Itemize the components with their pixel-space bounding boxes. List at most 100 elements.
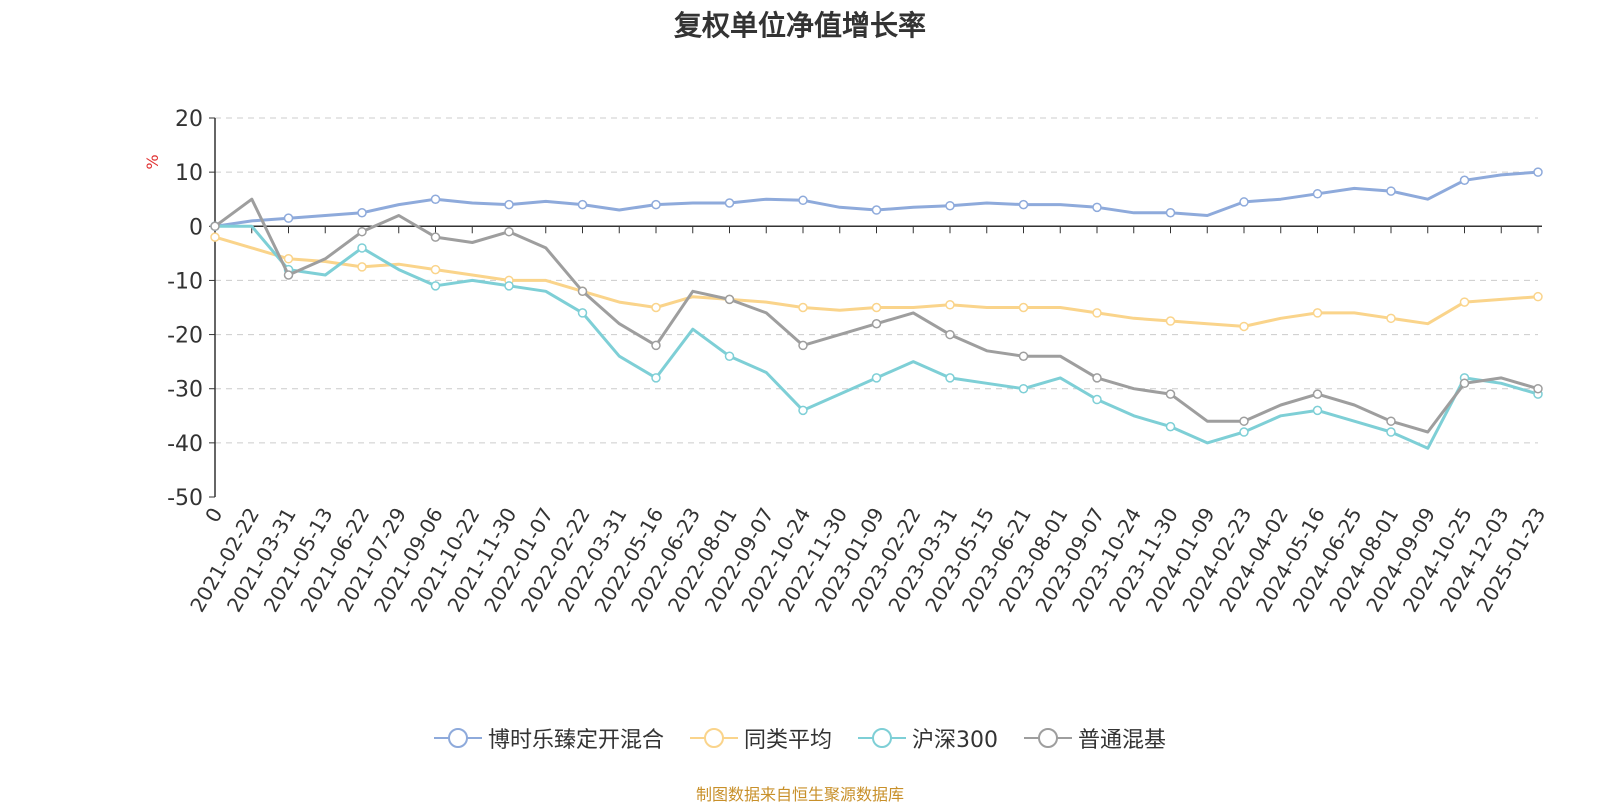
series-point bbox=[577, 199, 588, 210]
series-point bbox=[945, 300, 955, 310]
legend-label: 沪深300 bbox=[912, 728, 998, 753]
series-line bbox=[214, 235, 1539, 328]
series-point bbox=[283, 254, 294, 264]
series-point bbox=[871, 318, 882, 329]
series-point bbox=[871, 302, 882, 313]
tick-labels: 20100-10-20-30-40-50%02021-02-222021-03-… bbox=[143, 107, 1550, 616]
series-point bbox=[430, 281, 441, 291]
series-point bbox=[430, 194, 441, 204]
y-tick-label: -10 bbox=[167, 269, 203, 294]
series-point bbox=[283, 270, 294, 280]
series-point bbox=[651, 199, 661, 210]
series-point bbox=[871, 373, 882, 383]
series-point bbox=[1165, 421, 1176, 432]
series-point bbox=[724, 198, 735, 208]
legend-label: 博时乐臻定开混合 bbox=[487, 728, 664, 753]
legend-item[interactable]: 普通混基 bbox=[1024, 722, 1166, 754]
series-point bbox=[504, 199, 514, 210]
series-point bbox=[1312, 405, 1323, 416]
series-point bbox=[1459, 297, 1470, 307]
series-point bbox=[798, 195, 808, 206]
source-note: 制图数据来自恒生聚源数据库 bbox=[695, 785, 904, 804]
series-point bbox=[1239, 197, 1249, 207]
y-tick-label: 0 bbox=[189, 215, 203, 240]
series-point bbox=[1092, 373, 1102, 383]
series-point bbox=[357, 262, 367, 272]
series-point bbox=[1018, 199, 1029, 210]
series-point bbox=[1459, 378, 1470, 389]
y-axis-label: % bbox=[143, 154, 162, 169]
legend-swatch-icon bbox=[689, 728, 738, 748]
series-point bbox=[504, 281, 514, 291]
series-point bbox=[1533, 291, 1543, 302]
series-point bbox=[1386, 416, 1396, 426]
series-point bbox=[1312, 308, 1323, 318]
series-point bbox=[1018, 302, 1029, 313]
series-point bbox=[357, 243, 367, 253]
series-point bbox=[945, 373, 955, 383]
grid-lines bbox=[215, 117, 1538, 444]
series-point bbox=[1092, 308, 1102, 318]
series-point bbox=[430, 232, 441, 242]
series-line bbox=[214, 197, 1539, 434]
series-point bbox=[357, 208, 367, 218]
series-point bbox=[798, 340, 808, 351]
series-point bbox=[210, 221, 220, 232]
series-point bbox=[577, 286, 588, 297]
series-point bbox=[430, 264, 441, 275]
legend-swatch-icon bbox=[858, 728, 906, 748]
legend-item[interactable]: 沪深300 bbox=[858, 722, 998, 754]
legend-label: 普通混基 bbox=[1078, 728, 1167, 753]
series-point bbox=[1533, 383, 1543, 394]
chart-title: 复权单位净值增长率 bbox=[673, 9, 926, 42]
series-line bbox=[215, 224, 1539, 450]
series-point bbox=[504, 226, 514, 237]
series-point bbox=[1239, 416, 1249, 426]
series-point bbox=[651, 340, 661, 351]
series-point bbox=[1312, 189, 1323, 199]
series-point bbox=[1239, 427, 1249, 437]
series-line bbox=[214, 170, 1539, 228]
series-point bbox=[357, 226, 367, 237]
series-point bbox=[1239, 321, 1249, 332]
series-point bbox=[1092, 202, 1102, 213]
y-tick-label: -20 bbox=[167, 324, 203, 349]
series-point bbox=[1533, 167, 1543, 177]
legend-item[interactable]: 同类平均 bbox=[689, 722, 832, 754]
legend-swatch-icon bbox=[433, 728, 482, 748]
y-tick-label: 20 bbox=[175, 107, 203, 132]
x-tick-label: 0 bbox=[200, 504, 227, 527]
series-point bbox=[283, 213, 294, 223]
series-point bbox=[871, 205, 882, 215]
legend-item[interactable]: 博时乐臻定开混合 bbox=[433, 722, 664, 754]
series-point bbox=[1386, 313, 1396, 324]
series-point bbox=[724, 351, 735, 361]
series-point bbox=[1386, 427, 1396, 437]
legend-swatch-icon bbox=[1024, 728, 1072, 748]
legend-label: 同类平均 bbox=[743, 728, 832, 753]
series-point bbox=[1312, 389, 1323, 399]
series-point bbox=[1459, 175, 1470, 186]
y-tick-label: -40 bbox=[167, 432, 203, 457]
y-tick-label: -50 bbox=[167, 486, 203, 511]
series-point bbox=[724, 294, 735, 305]
series-point bbox=[1092, 394, 1102, 405]
series-point bbox=[1165, 389, 1176, 399]
series-point bbox=[1018, 383, 1029, 394]
series-point bbox=[210, 232, 220, 242]
y-tick-label: -30 bbox=[167, 378, 203, 403]
series-point bbox=[1165, 208, 1176, 218]
series-point bbox=[1386, 186, 1396, 196]
series-point bbox=[1165, 316, 1176, 326]
series-lines bbox=[210, 167, 1543, 450]
series-point bbox=[798, 302, 808, 313]
y-tick-label: 10 bbox=[175, 161, 203, 186]
series-point bbox=[1018, 351, 1029, 361]
series-point bbox=[945, 200, 955, 211]
series-point bbox=[945, 329, 955, 340]
series-point bbox=[651, 373, 661, 383]
legend: 博时乐臻定开混合 同类平均 沪深300 普通混基 bbox=[0, 722, 1600, 754]
axes bbox=[209, 117, 1542, 498]
series-point bbox=[577, 308, 588, 318]
